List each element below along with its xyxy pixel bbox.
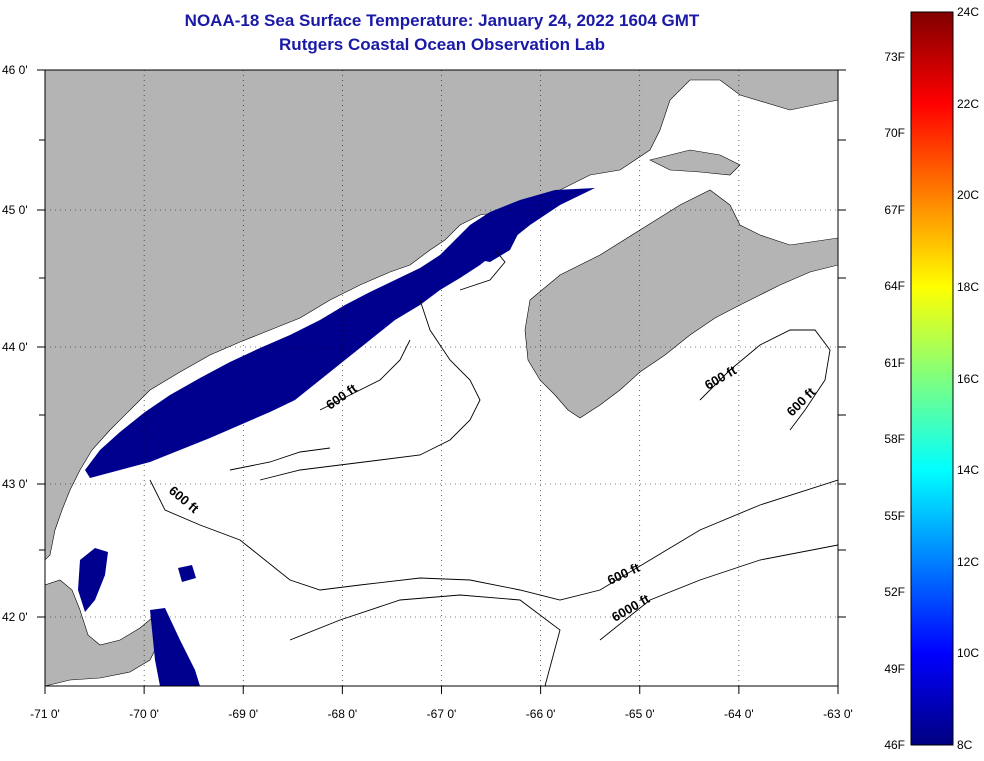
colorbar-celsius-label: 22C <box>957 96 980 111</box>
land-mainland <box>45 70 838 561</box>
colorbar-celsius-label: 16C <box>957 371 980 386</box>
sst-band-maine-coast <box>460 218 520 262</box>
lat-tick-label: 43 0' <box>2 477 28 491</box>
sst-patch-cape-cod <box>78 548 108 612</box>
lon-tick-label: -64 0' <box>724 707 754 721</box>
colorbar-fahrenheit-label: 73F <box>884 50 905 64</box>
lat-tick-label: 45 0' <box>2 203 28 217</box>
lat-tick-label: 46 0' <box>2 63 28 77</box>
colorbar-celsius-label: 8C <box>957 738 973 752</box>
longitude-labels: -71 0' -70 0' -69 0' -68 0' -67 0' -66 0' -65 … <box>30 707 853 721</box>
colorbar-celsius-label: 24C <box>957 5 980 19</box>
colorbar-fahrenheit-label: 64F <box>884 279 905 294</box>
colorbar-celsius-label: 14C <box>957 463 980 478</box>
latitude-labels: 46 0' 45 0' 44 0' 43 0' 42 0' <box>2 63 28 624</box>
colorbar-fahrenheit-label: 67F <box>884 202 905 217</box>
colorbar-celsius-label: 18C <box>957 279 980 294</box>
colorbar <box>910 11 954 746</box>
colorbar-fahrenheit-label: 55F <box>884 508 905 523</box>
land-pei <box>649 149 741 176</box>
colorbar-fahrenheit-label: 61F <box>884 355 905 370</box>
lon-tick-label: -69 0' <box>228 707 258 721</box>
lat-tick-label: 44 0' <box>2 340 28 354</box>
map-frame <box>44 69 839 687</box>
colorbar-fahrenheit-label: 49F <box>884 661 905 676</box>
sst-band-gulf-of-maine <box>85 188 595 478</box>
map-subtitle: Rutgers Coastal Ocean Observation Lab <box>279 35 605 54</box>
colorbar-celsius-label: 12C <box>957 554 980 569</box>
colorbar-fahrenheit-label: 58F <box>884 432 905 447</box>
sst-patch-nantucket <box>150 608 200 686</box>
colorbar-fahrenheit-label: 70F <box>884 126 905 141</box>
lon-tick-label: -67 0' <box>427 707 457 721</box>
lon-tick-label: -70 0' <box>129 707 159 721</box>
lon-tick-label: -68 0' <box>328 707 358 721</box>
sst-patch-small <box>178 565 196 582</box>
lon-tick-label: -66 0' <box>526 707 556 721</box>
colorbar-fahrenheit-label: 46F <box>884 738 905 752</box>
land-nova-scotia <box>524 189 838 419</box>
lon-tick-label: -63 0' <box>823 707 853 721</box>
colorbar-celsius-label: 10C <box>957 646 980 661</box>
colorbar-celsius-label: 20C <box>957 188 980 203</box>
lon-tick-label: -65 0' <box>625 707 655 721</box>
lon-tick-label: -71 0' <box>30 707 60 721</box>
colorbar-fahrenheit-label: 52F <box>884 585 905 600</box>
contour-600ft <box>149 249 838 601</box>
map-title: NOAA-18 Sea Surface Temperature: January… <box>184 11 700 30</box>
contour-6000ft <box>289 544 838 686</box>
lat-tick-label: 42 0' <box>2 610 28 624</box>
land-massachusetts <box>45 579 161 686</box>
